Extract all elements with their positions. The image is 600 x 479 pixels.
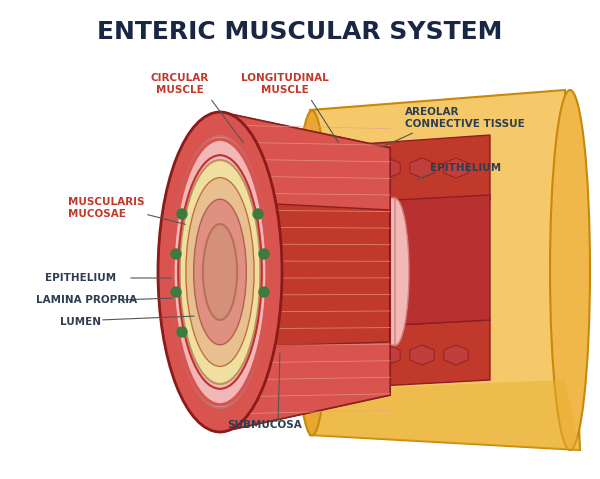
Polygon shape (200, 342, 390, 432)
Polygon shape (376, 158, 400, 178)
Ellipse shape (381, 198, 409, 345)
Polygon shape (444, 345, 468, 365)
Ellipse shape (550, 90, 590, 450)
Polygon shape (342, 345, 366, 365)
Ellipse shape (186, 178, 254, 366)
Circle shape (253, 209, 263, 219)
Polygon shape (305, 320, 490, 390)
Circle shape (171, 287, 181, 297)
Ellipse shape (203, 224, 237, 320)
Polygon shape (308, 345, 332, 365)
Ellipse shape (186, 194, 214, 350)
Text: LUMEN: LUMEN (60, 317, 101, 327)
Circle shape (171, 249, 181, 259)
Ellipse shape (180, 160, 260, 384)
Circle shape (177, 209, 187, 219)
Polygon shape (200, 195, 395, 350)
Text: AREOLAR
CONNECTIVE TISSUE: AREOLAR CONNECTIVE TISSUE (405, 107, 525, 129)
Ellipse shape (194, 199, 247, 345)
Circle shape (177, 327, 187, 337)
Text: CIRCULAR
MUSCLE: CIRCULAR MUSCLE (151, 73, 209, 95)
Polygon shape (310, 90, 580, 450)
Ellipse shape (295, 111, 329, 435)
Polygon shape (342, 158, 366, 178)
Circle shape (259, 287, 269, 297)
Polygon shape (305, 135, 490, 210)
Polygon shape (410, 158, 434, 178)
Polygon shape (310, 380, 580, 450)
Text: MUSCULARIS
MUCOSAE: MUSCULARIS MUCOSAE (68, 197, 145, 219)
Ellipse shape (172, 136, 268, 408)
Ellipse shape (158, 112, 282, 432)
Text: LAMINA PROPRIA: LAMINA PROPRIA (36, 295, 137, 305)
Text: SUBMUCOSA: SUBMUCOSA (227, 420, 302, 430)
Text: EPITHELIUM: EPITHELIUM (45, 273, 116, 283)
Polygon shape (395, 195, 490, 325)
Polygon shape (308, 158, 332, 178)
Text: EPITHELIUM: EPITHELIUM (430, 163, 501, 173)
Text: ENTERIC MUSCULAR SYSTEM: ENTERIC MUSCULAR SYSTEM (97, 20, 503, 44)
Polygon shape (444, 158, 468, 178)
Polygon shape (220, 112, 390, 432)
Polygon shape (200, 112, 390, 210)
Polygon shape (376, 345, 400, 365)
Text: LONGITUDINAL
MUSCLE: LONGITUDINAL MUSCLE (241, 73, 329, 95)
Circle shape (259, 249, 269, 259)
Polygon shape (410, 345, 434, 365)
